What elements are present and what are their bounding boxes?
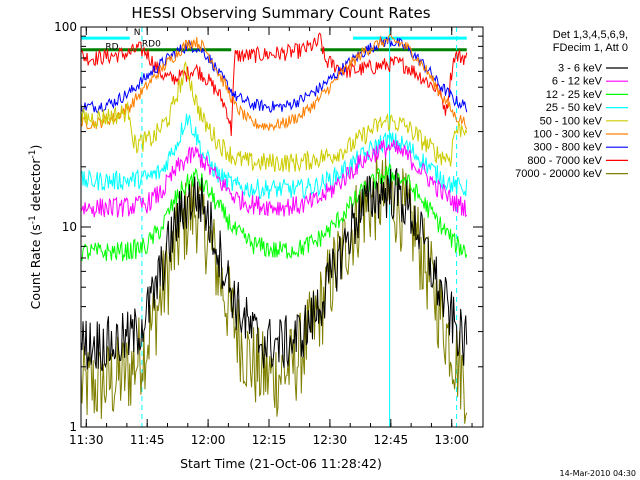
series-line-5 [81,61,468,173]
legend-entry-label: 3 - 6 keV [558,63,603,75]
legend-entry-label: 300 - 800 keV [534,142,603,154]
annotation-label: N [134,28,141,38]
series-line-8 [81,32,468,136]
x-axis: 11:30 11:45 12:00 12:15 12:30 12:45 13:00 [69,27,473,447]
y-axis-label-exponent: -1 [28,150,38,159]
x-tick-label: 12:15 [252,433,287,447]
legend: Det 1,3,4,5,6,9, FDecim 1, Att 0 3 - 6 k… [515,29,628,180]
x-axis-label: Start Time (21-Oct-06 11:28:42) [180,456,382,471]
x-tick-label: 11:30 [69,433,104,447]
y-axis-label-part: ) [28,145,43,150]
series-lines [81,32,468,424]
x-tick-label: 11:45 [130,433,165,447]
plot-area: RD0 RD N [81,27,468,427]
y-tick-label: 10 [62,220,77,234]
y-axis-label-exponent: -1 [28,215,38,224]
y-axis-label-part: detector [28,158,43,216]
series-line-3 [81,163,468,262]
series-line-7 [81,35,468,114]
series-line-2 [81,139,468,218]
y-axis-label: Count Rate (s-1 detector-1) [28,145,43,310]
annotation-label: RD0 [142,39,161,49]
chart-title: HESSI Observing Summary Count Rates [131,4,430,22]
y-axis: 1 10 100 [54,20,483,434]
legend-header-line-2: FDecim 1, Att 0 [553,42,628,54]
x-tick-label: 12:45 [374,433,409,447]
y-axis-label-part: Count Rate (s [28,224,43,309]
legend-entry-label: 800 - 7000 keV [527,155,602,167]
annotation-label: RD [105,43,118,53]
series-line-4 [81,113,468,200]
x-tick-label: 12:00 [191,433,226,447]
timestamp: 14-Mar-2010 04:30 [560,469,637,478]
y-tick-label: 100 [54,20,77,34]
legend-entry-label: 6 - 12 keV [552,76,603,88]
series-line-9 [81,156,468,424]
series-line-1 [81,168,468,372]
legend-entry-label: 7000 - 20000 keV [515,168,603,180]
series-line-6 [81,33,468,132]
legend-entry-label: 12 - 25 keV [546,89,603,101]
x-tick-label: 13:00 [434,433,469,447]
legend-header-line-1: Det 1,3,4,5,6,9, [553,29,628,41]
legend-entry-label: 50 - 100 keV [540,115,603,127]
annotations: RD0 RD N [105,28,161,53]
legend-entry-label: 100 - 300 keV [534,129,603,141]
y-tick-label: 1 [69,420,77,434]
legend-entry-label: 25 - 50 keV [546,102,603,114]
x-tick-label: 12:30 [313,433,348,447]
